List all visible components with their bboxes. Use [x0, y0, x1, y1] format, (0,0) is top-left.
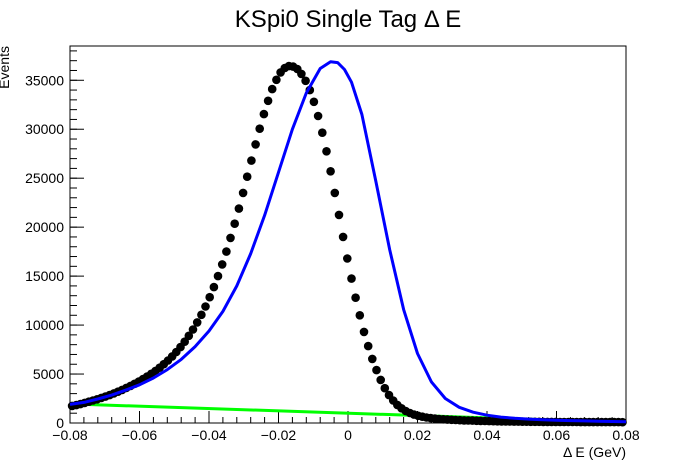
x-tick-label: 0.04: [473, 427, 500, 443]
y-tick-label: 20000: [25, 219, 64, 235]
signal-fit-layer: [69, 60, 627, 424]
data-point: [338, 232, 348, 242]
data-point: [297, 69, 306, 79]
x-tick-label: 0.02: [404, 427, 431, 443]
y-tick-label: 5000: [33, 366, 64, 382]
data-point: [376, 375, 386, 385]
data-point: [359, 327, 369, 337]
data-point: [318, 128, 327, 137]
data-point: [209, 282, 219, 292]
y-axis-title: Events: [0, 46, 12, 89]
data-point: [251, 140, 260, 149]
data-point: [301, 76, 310, 86]
data-point: [368, 354, 377, 364]
y-tick-label: 15000: [25, 268, 64, 284]
data-point: [313, 111, 323, 121]
data-point: [188, 325, 198, 334]
data-point: [184, 331, 194, 341]
x-tick-label: 0.08: [612, 427, 639, 443]
axes-layer: −0.08 −0.06 −0.04 −0.02 0 0.02 0.04 0.06 0.08 0 50…: [25, 50, 640, 443]
data-point: [255, 124, 264, 133]
x-axis-title: Δ E (GeV): [563, 444, 626, 460]
data-point: [226, 233, 235, 243]
data-point: [205, 292, 214, 302]
y-tick-label: 0: [56, 415, 64, 431]
y-tick-label: 35000: [25, 72, 64, 88]
y-tick-label: 25000: [25, 170, 64, 186]
data-point: [372, 365, 381, 375]
x-tick-label: 0.06: [543, 427, 570, 443]
data-point: [242, 172, 252, 181]
data-point: [259, 109, 269, 119]
data-points-layer: [67, 61, 627, 427]
data-point: [330, 188, 340, 198]
data-point: [351, 293, 360, 303]
data-point: [326, 167, 335, 176]
data-point: [363, 341, 373, 351]
chart-title: KSpi0 Single Tag Δ E: [235, 6, 461, 33]
data-point: [247, 156, 256, 165]
data-point: [272, 75, 281, 85]
data-point: [197, 310, 206, 320]
data-point: [355, 311, 365, 320]
data-point: [222, 247, 231, 256]
y-tick-label: 30000: [25, 121, 64, 137]
data-point: [201, 302, 210, 311]
data-point: [263, 96, 273, 106]
x-tick-label: −0.08: [52, 427, 88, 443]
data-point: [380, 383, 390, 393]
data-point: [343, 254, 352, 263]
data-point: [234, 204, 244, 213]
data-point: [192, 318, 202, 327]
data-point: [334, 210, 344, 220]
y-tick-label: 10000: [25, 317, 64, 333]
data-point: [230, 219, 239, 228]
x-tick-label: 0: [344, 427, 352, 443]
data-point: [347, 274, 356, 283]
data-point: [267, 84, 277, 94]
plot-frame: [69, 45, 627, 424]
x-tick-label: −0.06: [122, 427, 158, 443]
data-point: [238, 188, 248, 198]
data-point: [213, 271, 223, 281]
data-point: [322, 147, 331, 156]
x-tick-label: −0.04: [191, 427, 227, 443]
x-tick-label: −0.02: [261, 427, 297, 443]
data-point: [217, 260, 227, 269]
signal-fit-curve: [69, 60, 627, 424]
data-point: [309, 97, 319, 107]
